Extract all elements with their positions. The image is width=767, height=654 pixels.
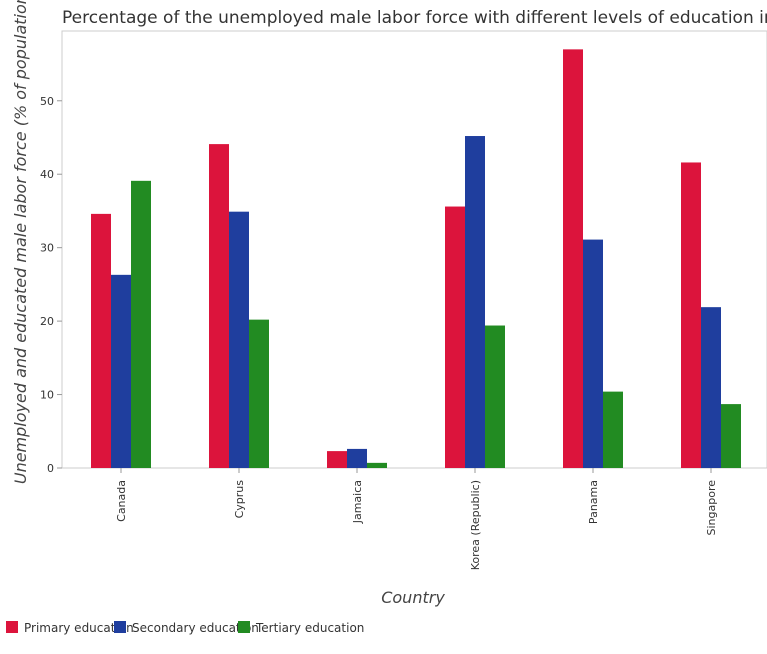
y-axis-label: Unemployed and educated male labor force… [11,0,30,484]
bar-tertiary-education [249,320,269,468]
bar-primary-education [327,451,347,468]
bar-secondary-education [229,212,249,468]
x-axis-label: Country [381,588,445,607]
bar-primary-education [681,162,701,468]
x-tick-label: Canada [115,480,128,522]
bar-primary-education [209,144,229,468]
bar-primary-education [445,207,465,468]
bar-tertiary-education [131,181,151,468]
y-axis: 0 10 20 30 40 50 [40,95,62,475]
x-axis: Canada Cyprus Jamaica Korea (Republic) Panam… [115,468,718,570]
legend-swatch [114,621,126,633]
bar-primary-education [91,214,111,468]
bar-secondary-education [465,136,485,468]
bar-secondary-education [347,449,367,468]
chart-title: Percentage of the unemployed male labor … [62,8,767,28]
y-tick-label: 0 [47,462,54,475]
y-tick-label: 10 [40,389,54,402]
x-tick-label: Jamaica [351,480,364,524]
legend-swatch [238,621,250,633]
y-tick-label: 20 [40,315,54,328]
legend-label: Tertiary education [255,621,364,635]
bar-tertiary-education [603,392,623,468]
x-tick-label: Cyprus [233,480,246,519]
bars [91,49,741,468]
x-tick-label: Panama [587,480,600,524]
bar-tertiary-education [367,463,387,468]
bar-secondary-education [701,307,721,468]
x-tick-label: Korea (Republic) [469,480,482,570]
bar-tertiary-education [485,326,505,468]
y-tick-label: 30 [40,242,54,255]
bar-secondary-education [111,275,131,468]
plot-frame [62,31,767,468]
bar-tertiary-education [721,404,741,468]
bar-primary-education [563,49,583,468]
bar-secondary-education [583,240,603,468]
y-tick-label: 40 [40,168,54,181]
x-tick-label: Singapore [705,480,718,536]
y-tick-label: 50 [40,95,54,108]
legend-swatch [6,621,18,633]
